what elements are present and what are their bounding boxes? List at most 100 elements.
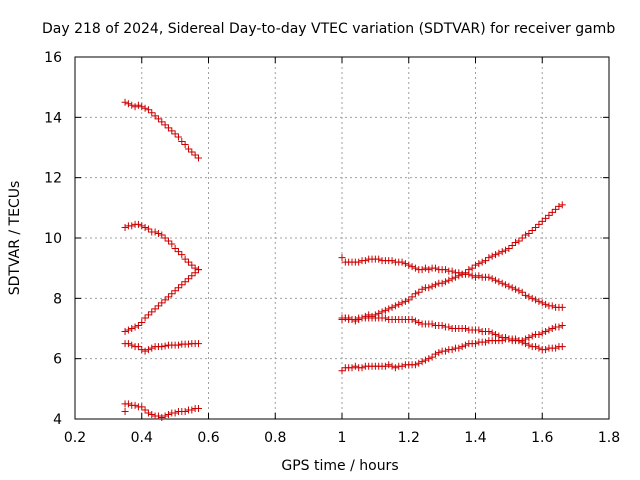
data-point bbox=[428, 282, 436, 290]
y-tick-label-4: 12 bbox=[44, 171, 62, 187]
data-point bbox=[171, 287, 179, 295]
data-point bbox=[548, 208, 556, 216]
data-point bbox=[468, 264, 476, 272]
data-point bbox=[538, 299, 546, 307]
series-track-c bbox=[121, 266, 202, 336]
data-point bbox=[418, 358, 426, 366]
data-point bbox=[174, 284, 182, 292]
data-point bbox=[381, 362, 389, 370]
data-point bbox=[421, 264, 429, 272]
data-point bbox=[532, 296, 540, 304]
grid-lines bbox=[75, 57, 609, 419]
data-point bbox=[438, 321, 446, 329]
data-point bbox=[168, 240, 176, 248]
data-point bbox=[425, 266, 433, 274]
data-point bbox=[532, 343, 540, 351]
data-point bbox=[148, 344, 156, 352]
data-point bbox=[538, 329, 546, 337]
data-point bbox=[512, 335, 520, 343]
x-tick-label-5: 1.2 bbox=[398, 430, 420, 446]
data-point bbox=[161, 234, 169, 242]
data-point bbox=[388, 362, 396, 370]
y-axis-label: SDTVAR / TECUs bbox=[7, 181, 23, 296]
data-point bbox=[164, 293, 172, 301]
data-point bbox=[405, 296, 413, 304]
x-tick-label-6: 1.4 bbox=[464, 430, 486, 446]
y-tick-label-6: 16 bbox=[44, 50, 62, 66]
data-point bbox=[548, 325, 556, 332]
data-point bbox=[124, 340, 132, 348]
data-point bbox=[552, 205, 560, 213]
data-point bbox=[184, 275, 192, 283]
data-point bbox=[161, 296, 169, 304]
data-point bbox=[161, 412, 169, 420]
data-point bbox=[515, 237, 523, 245]
data-point bbox=[124, 326, 132, 334]
data-point bbox=[435, 349, 443, 357]
data-point bbox=[428, 320, 436, 328]
chart-title: Day 218 of 2024, Sidereal Day-to-day VTE… bbox=[42, 21, 615, 37]
x-tick-labels: 0.2 0.4 0.6 0.8 1 1.2 1.4 1.6 1.8 bbox=[64, 430, 620, 446]
data-point bbox=[121, 223, 129, 231]
data-point bbox=[508, 284, 516, 292]
data-point bbox=[441, 347, 449, 355]
data-point bbox=[154, 115, 162, 123]
data-point bbox=[431, 281, 439, 289]
data-point bbox=[134, 343, 142, 351]
x-tick-label-8: 1.8 bbox=[598, 430, 620, 446]
data-point bbox=[425, 355, 433, 363]
data-point bbox=[461, 269, 469, 277]
data-point bbox=[128, 101, 136, 109]
data-point bbox=[445, 323, 453, 331]
data-point bbox=[141, 223, 149, 231]
data-point bbox=[488, 275, 496, 283]
data-point bbox=[338, 367, 346, 375]
y-tick-label-1: 6 bbox=[53, 352, 62, 368]
data-point bbox=[361, 257, 369, 265]
x-tick-label-7: 1.6 bbox=[531, 430, 553, 446]
data-point bbox=[498, 337, 506, 345]
data-point bbox=[188, 406, 196, 414]
data-point bbox=[445, 276, 453, 284]
data-point bbox=[184, 145, 192, 153]
data-point bbox=[174, 248, 182, 256]
data-point bbox=[128, 222, 136, 230]
data-point bbox=[488, 252, 496, 260]
data-point bbox=[194, 340, 202, 348]
data-point bbox=[512, 285, 520, 293]
data-point bbox=[455, 272, 463, 280]
data-point bbox=[485, 273, 493, 281]
data-point bbox=[391, 302, 399, 310]
data-point bbox=[415, 359, 423, 367]
data-point bbox=[388, 257, 396, 265]
data-point bbox=[138, 103, 146, 111]
data-point bbox=[121, 98, 129, 106]
series-track-i bbox=[338, 321, 566, 375]
data-point bbox=[174, 133, 182, 141]
data-point bbox=[475, 272, 483, 280]
data-point bbox=[124, 400, 132, 408]
data-point bbox=[138, 318, 146, 326]
data-point bbox=[458, 343, 466, 351]
data-point bbox=[151, 305, 159, 313]
data-point bbox=[475, 326, 483, 334]
data-point bbox=[381, 314, 389, 322]
data-point bbox=[385, 361, 393, 369]
data-point bbox=[141, 314, 149, 322]
data-point bbox=[174, 341, 182, 349]
data-point bbox=[405, 261, 413, 269]
data-point bbox=[532, 223, 540, 231]
data-point bbox=[181, 278, 189, 286]
data-point bbox=[451, 273, 459, 281]
data-point bbox=[441, 278, 449, 286]
data-point bbox=[488, 329, 496, 337]
y-tick-labels: 4 6 8 10 12 14 16 bbox=[44, 50, 62, 428]
data-point bbox=[492, 251, 500, 259]
data-point bbox=[418, 285, 426, 293]
data-series bbox=[121, 98, 566, 421]
data-point bbox=[121, 328, 129, 336]
data-point bbox=[495, 249, 503, 257]
data-point bbox=[144, 106, 152, 114]
data-point bbox=[134, 321, 142, 329]
